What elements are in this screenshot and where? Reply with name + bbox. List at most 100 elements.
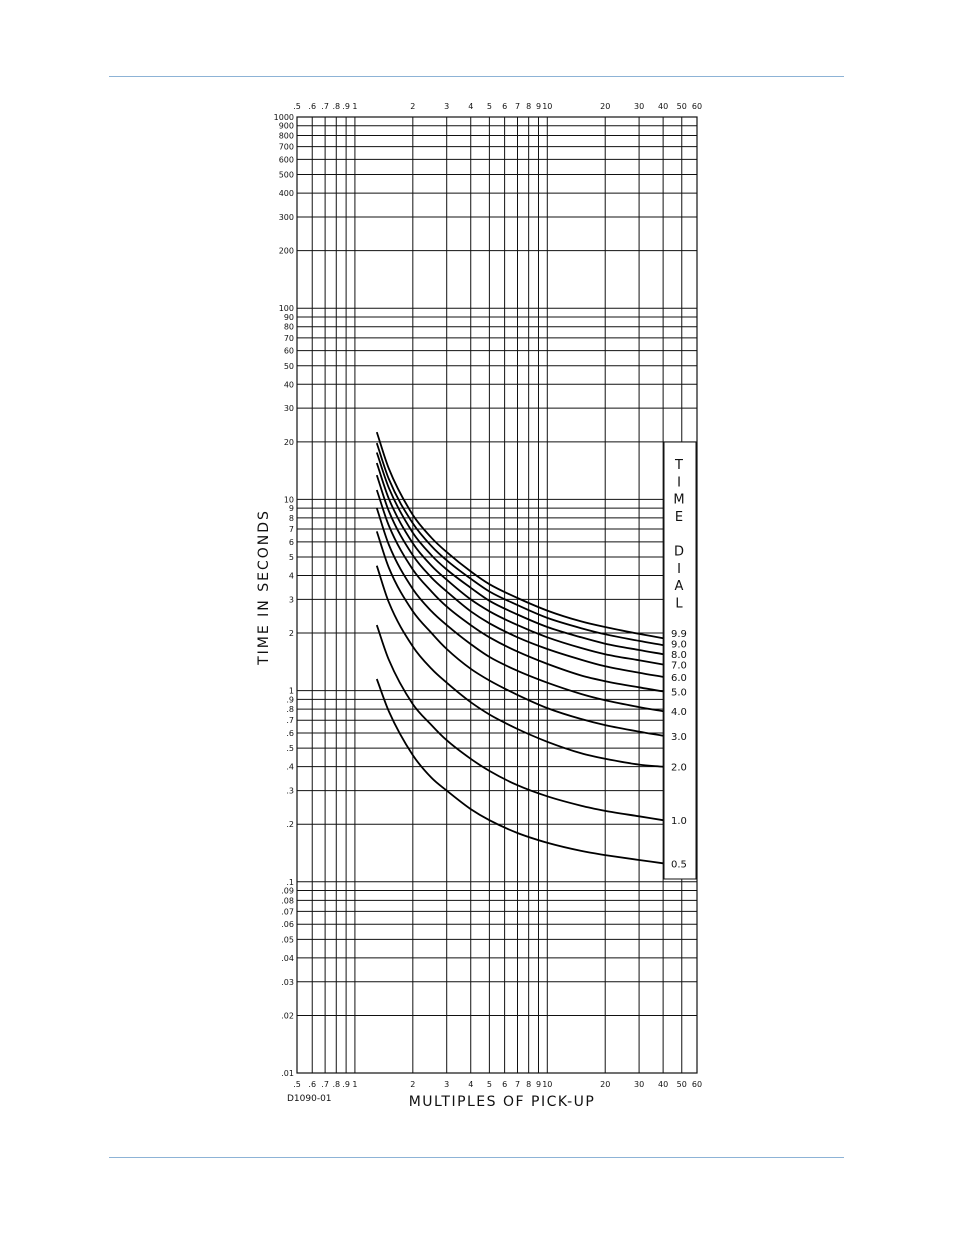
y-tick-label: 100 — [279, 304, 294, 313]
series-label-6-0: 6.0 — [671, 673, 687, 684]
x-tick-label-bottom: 2 — [410, 1080, 415, 1089]
y-tick-label: 9 — [289, 504, 294, 513]
time-dial-curve-0-5 — [375, 678, 664, 865]
x-tick-label-top: 5 — [487, 102, 492, 111]
time-dial-curve-8-0 — [375, 452, 664, 656]
y-tick-label: .08 — [281, 896, 294, 905]
y-tick-label: .02 — [281, 1011, 294, 1020]
x-tick-label-bottom: 7 — [515, 1080, 520, 1089]
legend-title-letter: M — [673, 493, 684, 508]
x-tick-label-top: 30 — [634, 102, 644, 111]
y-tick-label: .07 — [281, 907, 294, 916]
y-tick-label: 5 — [289, 553, 294, 562]
x-tick-label-top: 2 — [410, 102, 415, 111]
series-label-bg — [667, 729, 693, 741]
x-tick-label-top: 20 — [600, 102, 610, 111]
legend-title-letter: L — [675, 596, 683, 611]
y-tick-label: 800 — [279, 132, 294, 141]
y-axis-title: TIME IN SECONDS — [256, 509, 272, 666]
y-tick-label: 3 — [289, 595, 294, 604]
series-label-bg — [667, 626, 693, 638]
y-tick-label: 2 — [289, 629, 294, 638]
x-tick-label-bottom: 3 — [444, 1080, 449, 1089]
y-tick-label: 600 — [279, 155, 294, 164]
y-tick-label: 70 — [284, 334, 294, 343]
series-label-4-0: 4.0 — [671, 707, 687, 718]
y-tick-label: 8 — [289, 514, 294, 523]
legend-title-letter: I — [677, 562, 681, 577]
y-tick-label: 700 — [279, 143, 294, 152]
header-rule — [109, 76, 844, 77]
x-axis-title: MULTIPLES OF PICK-UP — [409, 1094, 596, 1110]
y-tick-label: .3 — [286, 787, 294, 796]
y-tick-label: 10 — [284, 495, 294, 504]
x-tick-label-top: .8 — [332, 102, 340, 111]
series-label-9-0: 9.0 — [671, 639, 687, 650]
figure-code: D1090-01 — [287, 1094, 332, 1104]
x-tick-label-bottom: .5 — [293, 1080, 301, 1089]
y-tick-label: .6 — [286, 729, 294, 738]
x-tick-label-bottom: 40 — [658, 1080, 668, 1089]
axes: .5.5.6.6.7.7.8.8.9.911223344556677889910… — [274, 102, 702, 1089]
time-dial-curve-9-9 — [375, 431, 664, 640]
grid — [296, 116, 698, 1074]
time-dial-curve-4-0 — [375, 507, 664, 713]
x-tick-label-bottom: .6 — [308, 1080, 316, 1089]
x-tick-label-bottom: 6 — [502, 1080, 507, 1089]
time-dial-curve-3-0 — [375, 531, 664, 737]
y-tick-label: .7 — [286, 716, 294, 725]
legend-title-letter: I — [677, 475, 681, 490]
series-label-bg — [667, 685, 693, 697]
series-label-bg — [667, 670, 693, 682]
time-dial-curve-9-0 — [375, 442, 664, 646]
y-tick-label: 30 — [284, 404, 294, 413]
y-tick-label: 7 — [289, 525, 294, 534]
x-tick-label-top: 40 — [658, 102, 668, 111]
y-tick-label: .01 — [281, 1069, 294, 1078]
series-label-bg — [667, 705, 693, 717]
series-label-2-0: 2.0 — [671, 763, 687, 774]
x-tick-label-bottom: 4 — [468, 1080, 473, 1089]
series-label-1-0: 1.0 — [671, 816, 687, 827]
y-tick-label: .04 — [281, 954, 294, 963]
x-tick-label-bottom: 60 — [692, 1080, 702, 1089]
series-label-bg — [667, 857, 693, 869]
series-label-5-0: 5.0 — [671, 687, 687, 698]
footer-rule — [109, 1157, 844, 1158]
series-label-bg — [667, 647, 693, 659]
x-tick-label-top: .6 — [308, 102, 316, 111]
time-dial-curve-2-0 — [375, 565, 664, 768]
series-label-8-0: 8.0 — [671, 650, 687, 661]
y-tick-label: 200 — [279, 247, 294, 256]
x-tick-label-bottom: 30 — [634, 1080, 644, 1089]
legend-title-letter: T — [674, 458, 683, 473]
y-tick-label: 900 — [279, 122, 294, 131]
x-tick-label-bottom: .7 — [321, 1080, 329, 1089]
y-tick-label: 20 — [284, 438, 294, 447]
x-tick-label-top: 4 — [468, 102, 473, 111]
y-tick-label: 50 — [284, 362, 294, 371]
time-dial-curve-7-0 — [375, 462, 664, 666]
series-label-bg — [667, 760, 693, 772]
y-tick-label: 300 — [279, 213, 294, 222]
y-tick-label: .8 — [286, 705, 294, 714]
y-tick-label: 400 — [279, 189, 294, 198]
x-tick-label-bottom: 20 — [600, 1080, 610, 1089]
y-tick-label: 1000 — [274, 113, 294, 122]
time-dial-curve-5-0 — [375, 489, 664, 693]
y-tick-label: 4 — [289, 571, 294, 580]
x-tick-label-top: 6 — [502, 102, 507, 111]
curves — [375, 431, 664, 865]
y-tick-label: .06 — [281, 920, 294, 929]
x-tick-label-top: 8 — [526, 102, 531, 111]
x-tick-label-bottom: 5 — [487, 1080, 492, 1089]
legend: 0.51.02.03.04.05.06.07.08.09.09.9TIMEDIA… — [663, 441, 697, 880]
x-tick-label-top: 10 — [542, 102, 552, 111]
x-tick-label-top: .5 — [293, 102, 301, 111]
series-label-0-5: 0.5 — [671, 859, 687, 870]
y-tick-label: .03 — [281, 978, 294, 987]
y-tick-label: .4 — [286, 763, 294, 772]
series-label-bg — [667, 814, 693, 826]
y-tick-label: .5 — [286, 744, 294, 753]
